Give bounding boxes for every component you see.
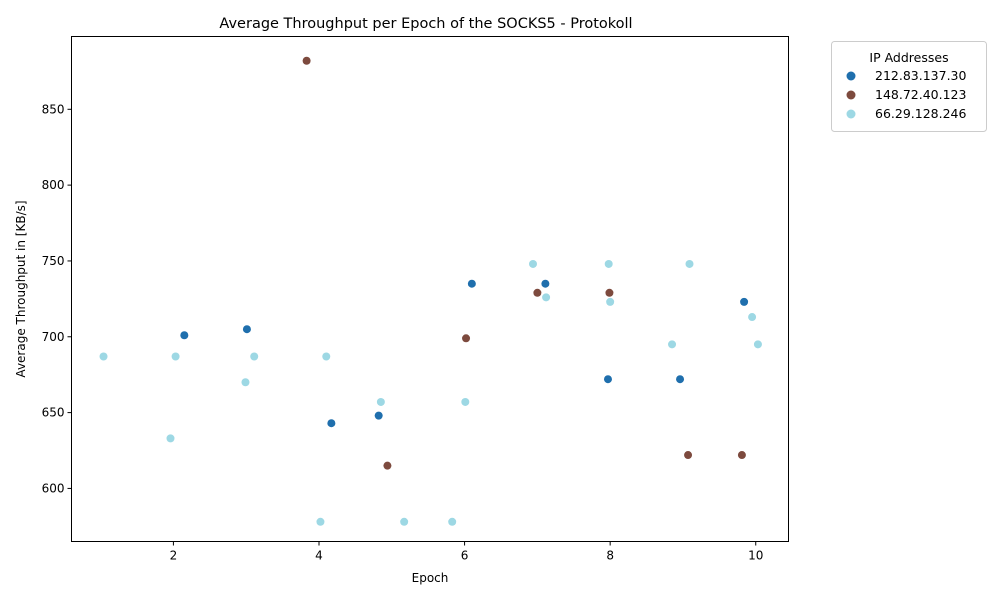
x-tick-label: 10 xyxy=(748,549,763,563)
data-point xyxy=(737,451,746,460)
legend-title: IP Addresses xyxy=(869,50,948,65)
chart-title: Average Throughput per Epoch of the SOCK… xyxy=(219,16,632,32)
data-point xyxy=(180,331,189,340)
plot-area xyxy=(71,36,789,542)
data-point xyxy=(748,313,757,322)
data-point xyxy=(166,434,175,443)
data-point xyxy=(302,56,311,65)
legend: IP Addresses 212.83.137.30 148.72.40.123 6… xyxy=(831,41,987,132)
data-point xyxy=(740,297,749,306)
data-point xyxy=(242,325,251,334)
legend-label: 66.29.128.246 xyxy=(875,106,966,121)
y-axis-ticks: 600 650 700 750 800 850 xyxy=(42,102,72,495)
data-point xyxy=(250,352,259,361)
y-tick-label: 850 xyxy=(42,102,65,116)
data-point xyxy=(676,375,685,384)
data-point xyxy=(327,419,336,428)
data-point xyxy=(400,517,409,526)
data-point xyxy=(533,288,542,297)
data-point xyxy=(753,340,762,349)
data-points xyxy=(99,56,762,526)
data-point xyxy=(448,517,457,526)
data-point xyxy=(383,461,392,470)
legend-marker xyxy=(846,71,856,81)
data-point xyxy=(374,411,383,420)
x-axis-ticks: 2 4 6 8 10 xyxy=(170,541,763,563)
legend-items: 212.83.137.30 148.72.40.123 66.29.128.246 xyxy=(846,68,966,121)
y-tick-label: 650 xyxy=(42,406,65,420)
y-tick-label: 700 xyxy=(42,330,65,344)
legend-label: 148.72.40.123 xyxy=(875,87,966,102)
data-point xyxy=(542,293,551,302)
data-point xyxy=(462,334,471,343)
y-tick-label: 800 xyxy=(42,178,65,192)
y-tick-label: 750 xyxy=(42,254,65,268)
data-point xyxy=(541,279,550,288)
data-point xyxy=(99,352,108,361)
y-tick-label: 600 xyxy=(42,481,65,495)
y-axis-title: Average Throughput in [KB/s] xyxy=(14,200,28,377)
data-point xyxy=(685,259,694,268)
data-point xyxy=(461,397,470,406)
data-point xyxy=(606,297,615,306)
data-point xyxy=(171,352,180,361)
data-point xyxy=(684,451,693,460)
data-point xyxy=(322,352,331,361)
x-tick-label: 2 xyxy=(170,549,178,563)
data-point xyxy=(603,375,612,384)
x-tick-label: 6 xyxy=(461,549,469,563)
legend-marker xyxy=(846,109,856,119)
data-point xyxy=(668,340,677,349)
data-point xyxy=(376,397,385,406)
data-point xyxy=(467,279,476,288)
legend-label: 212.83.137.30 xyxy=(875,68,966,83)
x-axis-title: Epoch xyxy=(412,571,449,585)
legend-marker xyxy=(846,90,856,100)
data-point xyxy=(604,259,613,268)
data-point xyxy=(605,288,614,297)
data-point xyxy=(316,517,325,526)
data-point xyxy=(241,378,250,387)
x-tick-label: 4 xyxy=(315,549,323,563)
x-tick-label: 8 xyxy=(606,549,614,563)
data-point xyxy=(529,259,538,268)
legend-box xyxy=(831,41,987,132)
